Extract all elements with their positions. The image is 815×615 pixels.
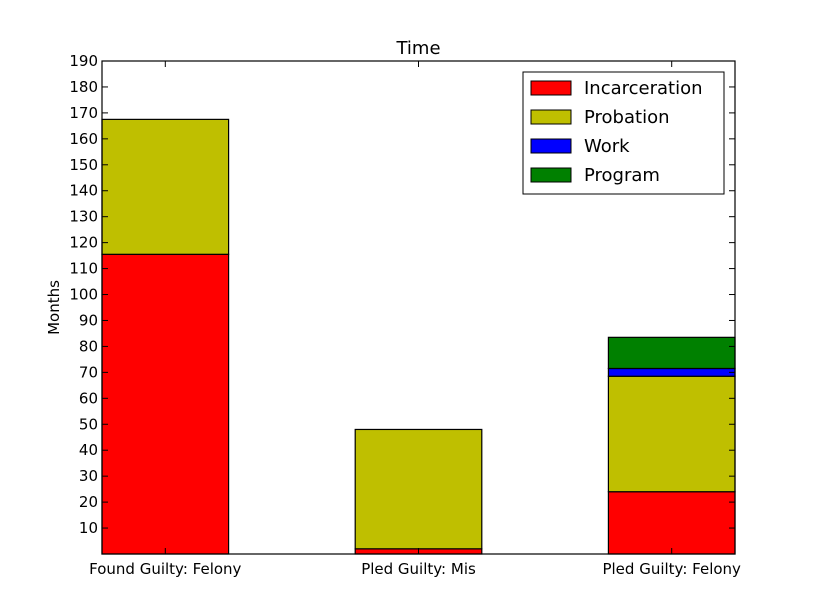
y-tick-label: 40	[79, 441, 98, 459]
legend: Incarceration Probation Work Program	[522, 71, 725, 195]
y-tick-label: 70	[79, 363, 98, 381]
y-tick-label: 110	[69, 260, 98, 278]
y-tick-label: 100	[69, 286, 98, 304]
y-tick-label: 120	[69, 234, 98, 252]
bar-incarceration-2	[607, 491, 736, 555]
legend-swatch-probation	[530, 109, 572, 125]
x-tick-label: Found Guilty: Felony	[89, 560, 241, 578]
bar-incarceration-0	[101, 253, 230, 555]
y-tick-label: 130	[69, 208, 98, 226]
bars-group	[101, 118, 736, 555]
y-tick-label: 150	[69, 156, 98, 174]
y-tick-label: 10	[79, 519, 98, 537]
y-tick-label: 190	[69, 52, 98, 70]
y-tick-label: 60	[79, 389, 98, 407]
y-tick-label: 140	[69, 182, 98, 200]
x-tick-label: Pled Guilty: Mis	[361, 560, 476, 578]
legend-label-incarceration: Incarceration	[584, 78, 703, 99]
legend-swatch-work	[530, 138, 572, 154]
y-tick-label: 90	[79, 311, 98, 329]
y-tick-label: 180	[69, 78, 98, 96]
y-tick-label: 170	[69, 104, 98, 122]
y-tick-label: 30	[79, 467, 98, 485]
x-tick-label: Pled Guilty: Felony	[602, 560, 741, 578]
legend-label-probation: Probation	[584, 107, 670, 128]
y-tick-label: 50	[79, 415, 98, 433]
bar-probation-1	[354, 428, 483, 550]
axes-group: Found Guilty: Felony Pled Guilty: Mis Pled…	[69, 52, 741, 578]
bar-probation-0	[101, 118, 230, 255]
bar-work-2	[607, 367, 736, 377]
y-tick-label: 20	[79, 493, 98, 511]
y-tick-label: 80	[79, 337, 98, 355]
chart-title: Time	[395, 38, 440, 59]
y-axis-label: Months	[45, 280, 63, 335]
legend-label-work: Work	[584, 136, 630, 157]
legend-swatch-incarceration	[530, 80, 572, 96]
bar-program-2	[607, 336, 736, 370]
legend-swatch-program	[530, 167, 572, 183]
legend-label-program: Program	[584, 165, 660, 186]
bar-probation-2	[607, 375, 736, 493]
y-tick-label: 160	[69, 130, 98, 148]
